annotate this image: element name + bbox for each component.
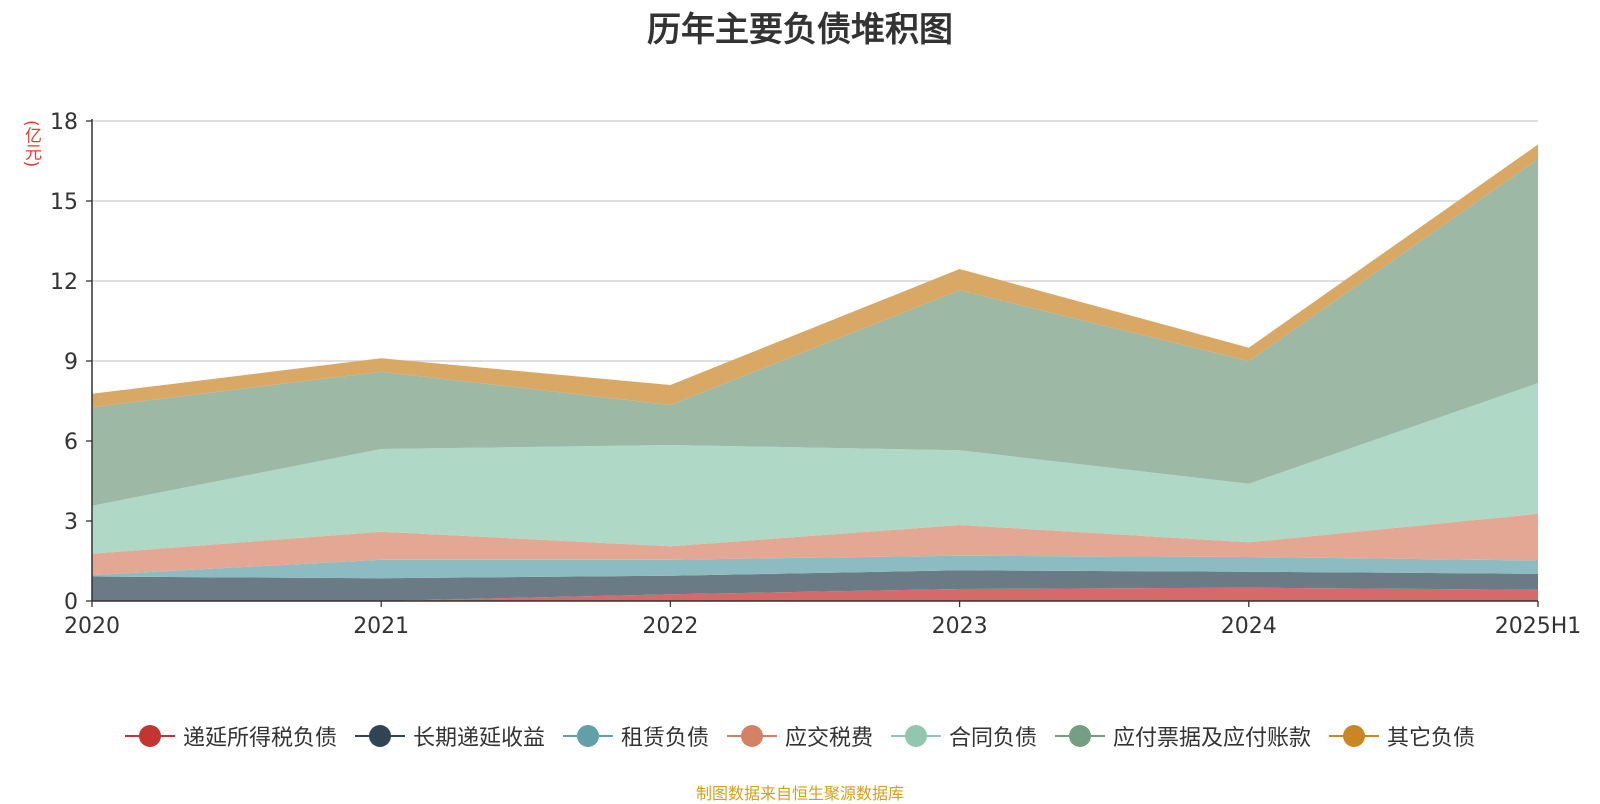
x-tick-label: 2021 (353, 614, 409, 639)
legend-marker-icon (354, 724, 405, 748)
legend-marker-icon (124, 724, 175, 748)
y-tick-label: 12 (50, 270, 78, 295)
y-tick-label: 0 (64, 590, 78, 615)
legend-item[interactable]: 应交税费 (726, 720, 873, 752)
legend-marker-icon (891, 724, 941, 748)
legend-item[interactable]: 租赁负债 (562, 720, 709, 752)
y-tick-label: 6 (64, 430, 78, 455)
y-tick-label: 3 (64, 510, 78, 535)
area-合同负债 (92, 383, 1538, 554)
legend-label: 合同负债 (949, 726, 1038, 751)
legend-item[interactable]: 长期递延收益 (354, 720, 545, 752)
legend-label: 长期递延收益 (412, 726, 545, 751)
area-长期递延收益 (92, 570, 1538, 601)
legend-item[interactable]: 应付票据及应付账款 (1055, 720, 1311, 752)
legend-marker-icon (562, 724, 613, 748)
y-tick-label: 18 (50, 110, 78, 135)
x-tick-label: 2024 (1221, 614, 1277, 639)
legend: 递延所得税负债 长期递延收益 租赁负债 应交税费 合同负债 应付票据及应付账款 其它负债 (0, 718, 1600, 754)
area-递延所得税负债 (92, 587, 1538, 601)
legend-marker-icon (1329, 724, 1380, 748)
area-应付票据及应付账款 (92, 159, 1538, 506)
area-租赁负债 (92, 555, 1538, 579)
legend-label: 租赁负债 (620, 726, 709, 751)
x-tick-label: 2020 (64, 614, 120, 639)
area-series-layer (92, 144, 1538, 601)
stacked-area-chart: 0 3 6 9 12 15 18 2020 2021 2022 2023 2024 2025H1 (50, 110, 1581, 639)
legend-item[interactable]: 其它负债 (1329, 720, 1475, 752)
legend-marker-icon (726, 724, 777, 748)
source-note: 制图数据来自恒生聚源数据库 (695, 784, 904, 803)
legend-label: 其它负债 (1387, 726, 1476, 751)
legend-marker-icon (1055, 724, 1106, 748)
axes: 0 3 6 9 12 15 18 2020 2021 2022 2023 2024 2025H1 (50, 110, 1581, 639)
legend-item[interactable]: 递延所得税负债 (124, 720, 337, 752)
area-应交税费 (92, 513, 1538, 576)
legend-label: 应付票据及应付账款 (1113, 726, 1312, 751)
x-tick-label: 2025H1 (1495, 614, 1582, 639)
y-tick-label: 15 (50, 190, 78, 215)
legend-label: 应交税费 (784, 726, 873, 751)
chart-title: 历年主要负债堆积图 (647, 10, 953, 50)
x-tick-label: 2023 (932, 614, 988, 639)
legend-item[interactable]: 合同负债 (891, 720, 1037, 752)
legend-label: 递延所得税负债 (182, 726, 337, 751)
y-tick-label: 9 (64, 350, 78, 375)
y-axis-unit: (亿元) (21, 120, 41, 168)
area-其它负债 (92, 144, 1538, 408)
x-tick-label: 2022 (642, 614, 698, 639)
